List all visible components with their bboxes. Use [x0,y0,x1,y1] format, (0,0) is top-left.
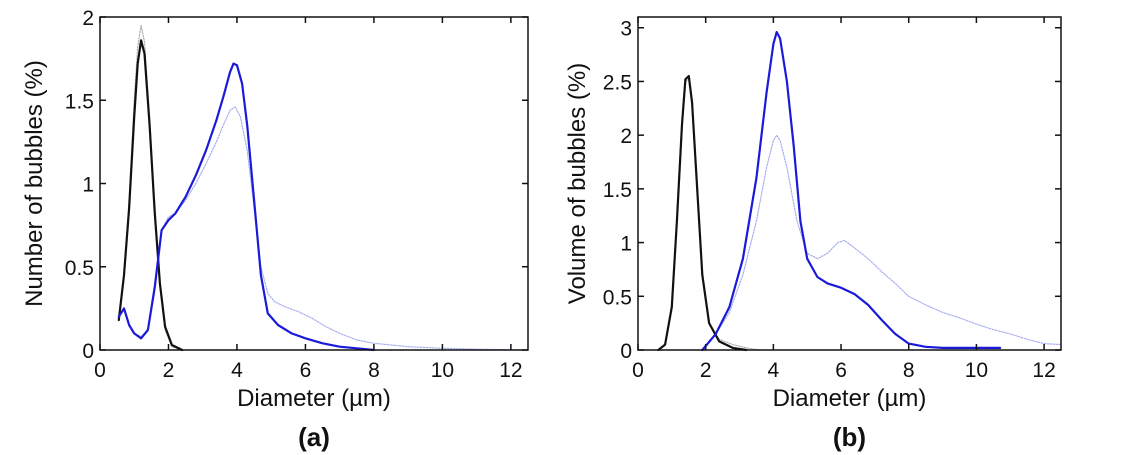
y-tick-label: 2 [82,7,94,30]
y-tick-label: 2 [620,125,632,148]
x-tick-label: 10 [965,359,988,382]
y-tick-label: 1 [82,174,94,197]
y-tick-label: 0 [82,340,94,363]
x-tick-label: 6 [835,359,847,382]
x-tick-label: 8 [903,359,915,382]
x-tick-label: 6 [300,359,312,382]
plot-frame [637,16,1062,351]
y-tick-label: 0 [620,340,632,363]
x-tick-label: 2 [700,359,712,382]
y-tick-label: 3 [620,18,632,41]
x-tick-label: 4 [768,359,780,382]
series-line-4 [701,30,1002,352]
y-tick-label: 1 [620,233,632,256]
series-line-1 [657,78,761,351]
panel-label: (b) [833,422,866,452]
x-tick-label: 0 [632,359,644,382]
x-tick-label: 10 [431,359,454,382]
series-line-1 [118,24,183,351]
y-tick-label: 1.5 [603,179,632,202]
y-axis-label: Volume of bubbles (%) [564,63,591,304]
series-line-3 [118,106,529,351]
x-tick-label: 2 [163,359,175,382]
x-axis-label: Diameter (µm) [773,385,927,412]
y-tick-label: 0.5 [65,257,94,280]
series-line-4 [117,62,375,352]
x-axis-label: Diameter (µm) [237,385,391,412]
y-axis-label: Number of bubbles (%) [21,60,48,307]
series-line-2 [657,75,748,352]
y-tick-label: 2.5 [603,71,632,94]
y-tick-label: 1.5 [65,90,94,113]
series-line-2 [117,39,184,352]
x-tick-label: 12 [499,359,522,382]
plot-frame [99,16,529,351]
x-tick-label: 8 [368,359,380,382]
chart-panel-b: 0 2 4 6 8 10 12 0 0.5 1 1.5 2 2.5 3 Diameter (µm) Volum… [564,16,1062,452]
x-tick-label: 12 [1032,359,1055,382]
panel-label: (a) [298,422,330,452]
x-tick-label: 0 [94,359,106,382]
y-tick-label: 0.5 [603,286,632,309]
x-tick-label: 4 [231,359,243,382]
series-line-3 [701,134,1062,351]
chart-panel-a: 0 2 4 6 8 10 12 0 0.5 1 1.5 2 Diameter (µm) Number of… [21,7,529,452]
